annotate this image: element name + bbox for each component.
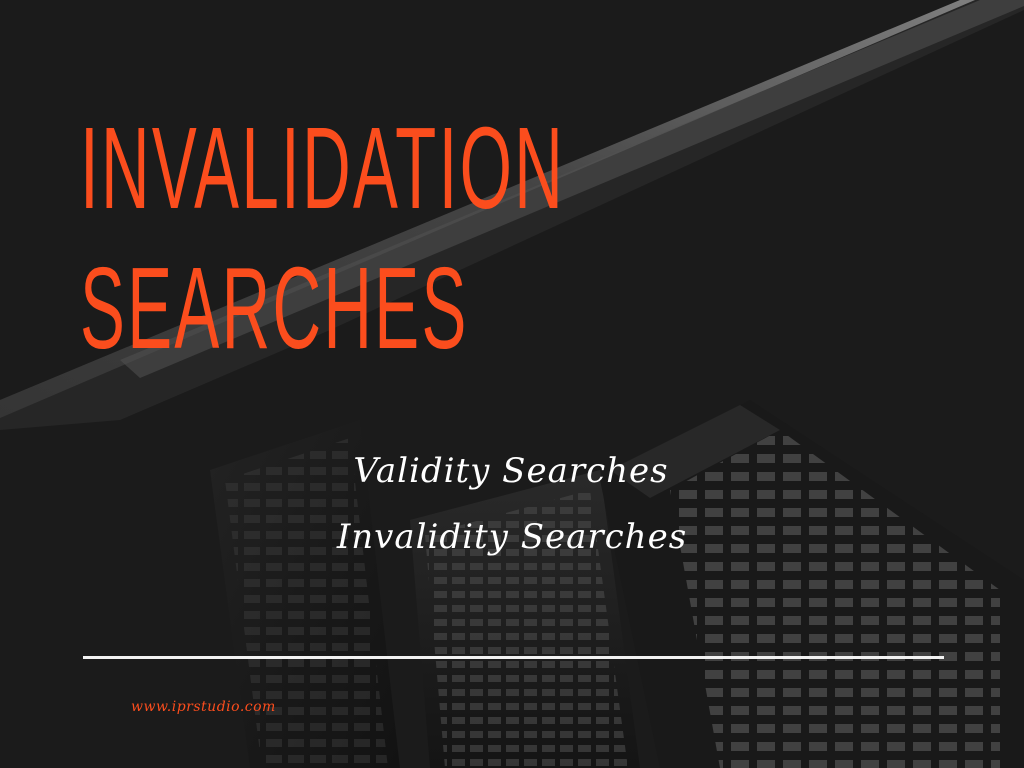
service-item-invalidity: Invalidity Searches bbox=[336, 517, 688, 557]
divider-line bbox=[83, 656, 944, 659]
headline-line-2: SEARCHES bbox=[80, 243, 469, 373]
service-item-validity: Validity Searches bbox=[353, 451, 669, 491]
website-url: www.iprstudio.com bbox=[131, 699, 276, 715]
services-list: Validity Searches Invalidity Searches bbox=[0, 438, 1024, 570]
headline-line-1: INVALIDATION bbox=[80, 103, 566, 233]
headline-title: INVALIDATION SEARCHES bbox=[80, 98, 565, 378]
